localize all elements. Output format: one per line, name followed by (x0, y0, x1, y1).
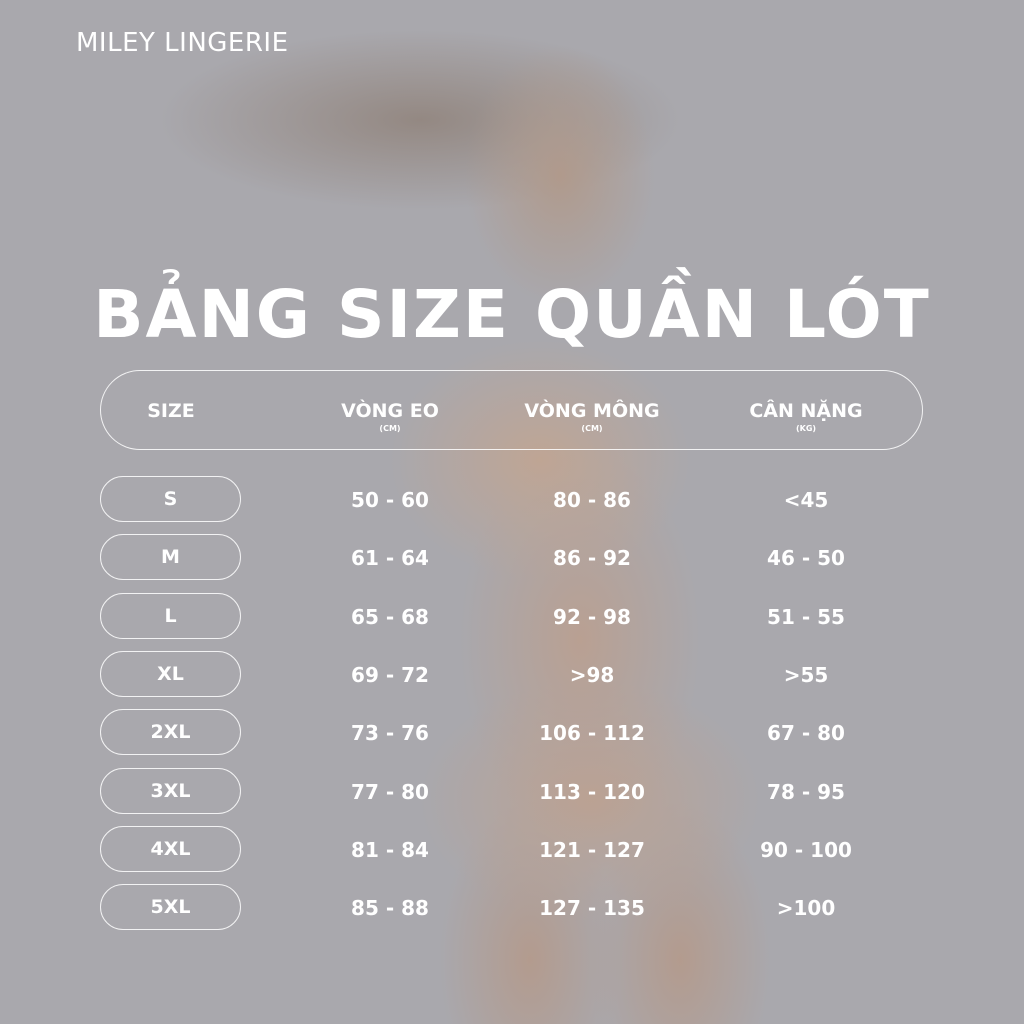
waist-value: 81 - 84 (351, 837, 429, 862)
header-weight-unit: (KG) (795, 424, 817, 433)
weight-value: 78 - 95 (767, 779, 845, 804)
weight-value: 67 - 80 (767, 721, 845, 746)
table-row: L 65 - 68 92 - 98 51 - 55 (0, 592, 1024, 641)
hip-value: 80 - 86 (553, 488, 631, 512)
hip-value: 92 - 98 (553, 604, 631, 629)
brand-logo: MILEY LINGERIE (76, 28, 289, 58)
header-size: SIZE (147, 400, 195, 422)
waist-value: 69 - 72 (351, 662, 429, 687)
size-pill: 3XL (100, 767, 241, 814)
waist-value: 73 - 76 (351, 721, 429, 746)
hip-value: 86 - 92 (553, 546, 631, 571)
table-row: 2XL 73 - 76 106 - 112 67 - 80 (0, 709, 1024, 757)
waist-value: 65 - 68 (351, 604, 429, 629)
weight-value: 46 - 50 (767, 546, 845, 571)
table-row: M 61 - 64 86 - 92 46 - 50 (0, 534, 1024, 582)
table-header (100, 370, 923, 450)
header-weight: CÂN NẶNG (749, 400, 863, 422)
table-row: 3XL 77 - 80 113 - 120 78 - 95 (0, 767, 1024, 816)
hip-value: 106 - 112 (539, 721, 645, 746)
weight-value: >55 (783, 662, 829, 687)
size-pill: L (100, 592, 241, 639)
size-pill: M (100, 534, 241, 581)
header-hip: VÒNG MÔNG (524, 400, 660, 422)
table-row: XL 69 - 72 >98 >55 (0, 650, 1024, 699)
size-pill: XL (100, 650, 241, 697)
hip-value: 113 - 120 (539, 779, 645, 804)
table-row: 4XL 81 - 84 121 - 127 90 - 100 (0, 825, 1024, 874)
header-hip-unit: (CM) (581, 424, 603, 433)
weight-value: >100 (776, 896, 836, 921)
size-pill: S (100, 476, 241, 522)
weight-value: 51 - 55 (767, 604, 845, 629)
waist-value: 50 - 60 (351, 488, 429, 512)
waist-value: 61 - 64 (351, 546, 429, 571)
hip-value: >98 (569, 662, 615, 687)
table-row: S 50 - 60 80 - 86 <45 (0, 476, 1024, 524)
weight-value: 90 - 100 (760, 837, 852, 862)
table-row: 5XL 85 - 88 127 - 135 >100 (0, 884, 1024, 932)
hip-value: 121 - 127 (539, 837, 645, 862)
size-pill: 2XL (100, 709, 241, 756)
size-pill: 5XL (100, 884, 241, 931)
page-title: BẢNG SIZE QUẦN LÓT (93, 276, 931, 353)
waist-value: 85 - 88 (351, 896, 429, 921)
waist-value: 77 - 80 (351, 779, 429, 804)
hip-value: 127 - 135 (539, 896, 645, 921)
weight-value: <45 (783, 488, 829, 512)
header-waist: VÒNG EO (341, 400, 439, 422)
header-waist-unit: (CM) (379, 424, 401, 433)
size-pill: 4XL (100, 825, 241, 872)
